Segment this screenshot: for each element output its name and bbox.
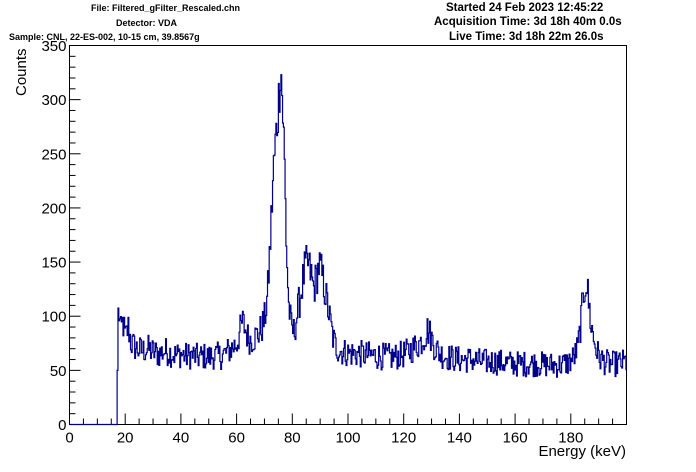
- y-axis: 0 50 100 150 200 250 300 350: [41, 38, 81, 434]
- x-tick-label: 60: [228, 430, 245, 447]
- y-axis-label: Counts: [13, 48, 30, 96]
- y-tick-label: 350: [41, 38, 66, 55]
- x-tick-label: 140: [447, 430, 472, 447]
- y-tick-label: 250: [41, 146, 66, 163]
- x-tick-label: 80: [284, 430, 301, 447]
- spectrum-series-line: [69, 74, 627, 426]
- x-tick-label: 100: [335, 430, 360, 447]
- sample-label: Sample: CNL, 22-ES-002, 10-15 cm, 39.856…: [9, 32, 200, 42]
- x-axis: 0 20 40 60 80 100 120 140 160 180: [65, 413, 627, 447]
- y-tick-label: 50: [50, 363, 67, 380]
- file-label: File: Filtered_gFilter_Rescaled.chn: [91, 3, 241, 13]
- x-axis-label: Energy (keV): [538, 443, 626, 460]
- x-tick-label: 160: [503, 430, 528, 447]
- acquisition-time-label: Acquisition Time: 3d 18h 40m 0.0s: [434, 16, 622, 28]
- y-tick-label: 0: [58, 417, 66, 434]
- y-tick-label: 300: [41, 92, 66, 109]
- x-tick-label: 180: [558, 430, 583, 447]
- started-label: Started 24 Feb 2023 12:45:22: [446, 2, 604, 14]
- y-tick-label: 100: [41, 309, 66, 326]
- x-tick-label: 120: [391, 430, 416, 447]
- x-tick-label: 40: [173, 430, 190, 447]
- x-tick-label: 0: [65, 430, 73, 447]
- y-tick-label: 200: [41, 200, 66, 217]
- detector-label: Detector: VDA: [116, 18, 178, 28]
- plot-frame: [69, 45, 627, 425]
- live-time-label: Live Time: 3d 18h 22m 26.0s: [449, 31, 604, 43]
- x-tick-label: 20: [117, 430, 134, 447]
- y-tick-label: 150: [41, 255, 66, 272]
